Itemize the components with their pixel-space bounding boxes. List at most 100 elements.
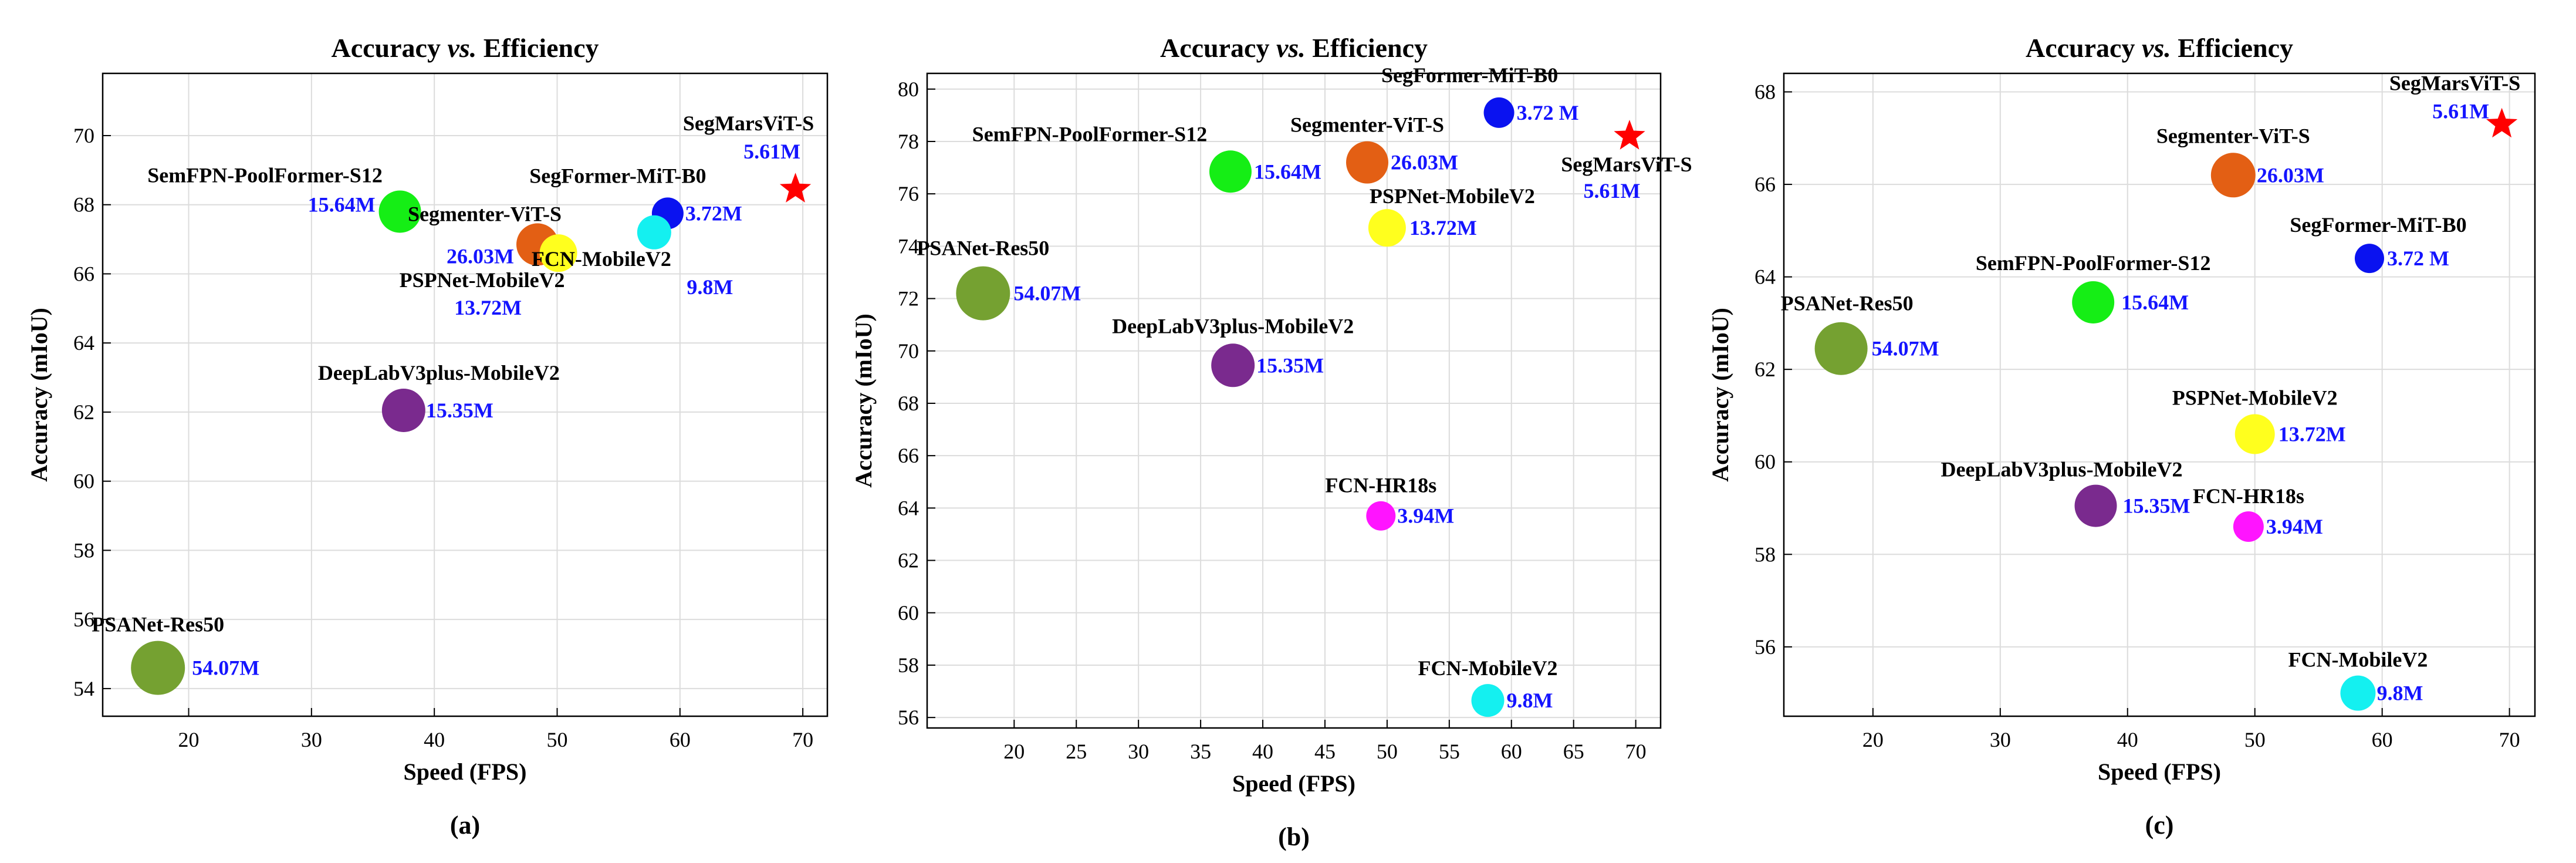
plot-area — [927, 73, 1661, 728]
y-tick-label: 76 — [898, 182, 919, 205]
y-tick-label: 54 — [73, 677, 94, 700]
y-tick-label: 70 — [73, 124, 94, 147]
point-segmarsvit-s: SegMarsViT-S 5.61M — [683, 112, 814, 203]
point-fcn-mobilev2: FCN-MobileV2 9.8M — [2288, 648, 2428, 711]
circle-marker — [539, 234, 577, 272]
y-tick-label: 64 — [1754, 265, 1776, 289]
plot-frame — [926, 72, 1662, 729]
y-tick-label: 78 — [898, 130, 919, 153]
model-label: FCN-HR18s — [2193, 484, 2304, 508]
x-axis-label: Speed (FPS) — [404, 759, 527, 785]
plot-frame — [102, 72, 829, 717]
y-tick-label: 66 — [898, 444, 919, 467]
plot-area — [1784, 73, 2535, 716]
circle-marker — [2210, 153, 2256, 198]
model-label: SegMarsViT-S — [2389, 72, 2520, 95]
circle-marker — [1483, 97, 1515, 128]
y-tick-label: 56 — [73, 608, 94, 631]
model-label: FCN-MobileV2 — [2288, 648, 2428, 672]
x-tick-label: 20 — [178, 728, 200, 751]
y-axis-label: Accuracy (mIoU) — [850, 313, 877, 488]
params-label: 15.35M — [2123, 494, 2190, 518]
model-label: FCN-MobileV2 — [532, 247, 671, 271]
x-tick-label: 40 — [2117, 728, 2138, 751]
circle-marker — [956, 266, 1010, 321]
x-axis-label: Speed (FPS) — [2098, 759, 2221, 785]
point-semfpn-poolformer-s12: SemFPN-PoolFormer-S12 15.64M — [1976, 251, 2210, 323]
chart-panel-2: 20 25 30 35 40 45 50 55 60 65 70 56 58 60 62 64 66 68 70 72… — [850, 33, 1692, 851]
model-label: DeepLabV3plus-MobileV2 — [1941, 458, 2183, 481]
model-label: Segmenter-ViT-S — [1290, 113, 1444, 137]
model-label: PSPNet-MobileV2 — [1370, 184, 1535, 208]
plot-area — [103, 73, 827, 716]
params-label: 13.72M — [2278, 422, 2346, 446]
chart-title: Accuracy vs. Efficiency — [331, 33, 599, 63]
y-tick-label: 62 — [898, 549, 919, 572]
params-label: 26.03M — [447, 244, 514, 268]
params-label: 3.72 M — [2387, 247, 2449, 270]
model-label: FCN-MobileV2 — [1418, 656, 1558, 680]
params-label: 15.35M — [426, 399, 493, 422]
y-tick-label: 70 — [898, 339, 919, 363]
panel-label: (c) — [2145, 811, 2174, 840]
model-label: PSANet-Res50 — [1781, 292, 1914, 315]
y-tick-label: 60 — [898, 601, 919, 625]
circle-marker — [381, 388, 425, 432]
y-tick-label: 72 — [898, 287, 919, 311]
point-deeplabv3plus-mobilev2: DeepLabV3plus-MobileV2 15.35M — [1112, 314, 1354, 387]
y-tick-label: 66 — [1754, 173, 1776, 196]
model-label: SegFormer-MiT-B0 — [2290, 213, 2466, 237]
params-label: 9.8M — [2376, 682, 2423, 705]
params-label: 15.64M — [1254, 160, 1321, 183]
model-label: Segmenter-ViT-S — [408, 202, 562, 225]
x-tick-label: 30 — [1990, 728, 2011, 751]
x-tick-label: 70 — [1625, 740, 1647, 763]
star-marker — [1614, 120, 1645, 150]
circle-marker — [378, 190, 421, 233]
circle-marker — [2074, 484, 2117, 527]
model-label: SegMarsViT-S — [1561, 153, 1692, 176]
model-label: SegFormer-MiT-B0 — [529, 164, 706, 187]
x-tick-label: 30 — [301, 728, 322, 751]
y-tick-label: 68 — [73, 193, 94, 217]
params-label: 5.61M — [743, 140, 800, 163]
x-tick-label: 45 — [1314, 740, 1336, 763]
x-tick-label: 20 — [1862, 728, 1884, 751]
params-label: 3.94M — [2266, 515, 2323, 538]
point-pspnet-mobilev2: PSPNet-MobileV2 13.72M — [400, 234, 577, 319]
x-tick-label: 60 — [1501, 740, 1522, 763]
model-label: PSANet-Res50 — [917, 237, 1049, 260]
point-psanet-res50: PSANet-Res50 54.07M — [917, 237, 1081, 321]
circle-marker — [1368, 209, 1406, 247]
point-segmenter-vit-s: Segmenter-ViT-S 26.03M — [2156, 124, 2324, 198]
star-marker — [2486, 107, 2518, 138]
point-segformer-mit-b0: SegFormer-MiT-B0 3.72 M — [1381, 63, 1579, 128]
y-tick-label: 60 — [1754, 450, 1776, 474]
y-tick-label: 60 — [73, 470, 94, 493]
point-segformer-mit-b0: SegFormer-MiT-B0 3.72M — [529, 164, 742, 230]
circle-marker — [1814, 322, 1868, 375]
point-segmarsvit-s: SegMarsViT-S 5.61M — [2389, 72, 2520, 138]
y-tick-label: 58 — [898, 653, 919, 677]
params-label: 54.07M — [1872, 337, 1939, 360]
circle-marker — [1346, 141, 1388, 184]
y-tick-label: 64 — [898, 496, 919, 520]
model-label: SegFormer-MiT-B0 — [1381, 63, 1558, 87]
y-tick-label: 64 — [73, 331, 94, 355]
params-label: 5.61M — [1584, 179, 1641, 203]
model-label: Segmenter-ViT-S — [2156, 124, 2310, 147]
point-fcn-hr18s: FCN-HR18s 3.94M — [2193, 484, 2323, 542]
x-tick-label: 40 — [1252, 740, 1273, 763]
point-psanet-res50: PSANet-Res50 54.07M — [92, 613, 259, 695]
x-tick-label: 25 — [1066, 740, 1087, 763]
x-tick-label: 35 — [1190, 740, 1211, 763]
params-label: 9.8M — [1507, 689, 1553, 712]
params-label: 13.72M — [1409, 216, 1477, 240]
y-axis-label: Accuracy (mIoU) — [26, 308, 52, 482]
params-label: 54.07M — [1013, 282, 1081, 305]
params-label: 13.72M — [454, 296, 522, 319]
model-label: PSPNet-MobileV2 — [400, 268, 565, 292]
circle-marker — [131, 640, 185, 695]
y-axis-label: Accuracy (mIoU) — [1707, 308, 1733, 482]
model-label: FCN-HR18s — [1325, 474, 1436, 497]
